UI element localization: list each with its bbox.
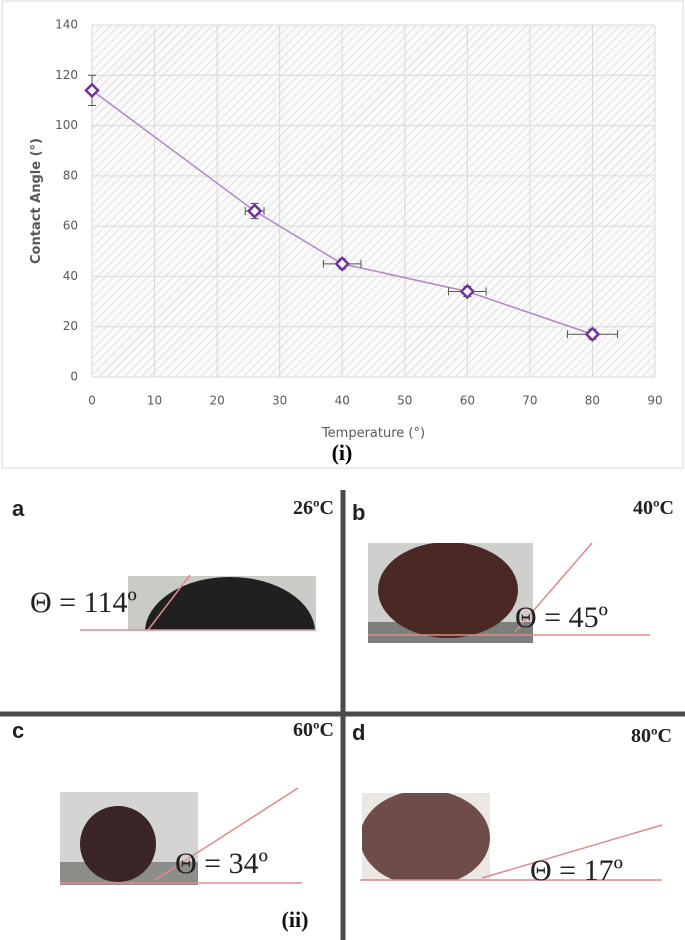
x-tick-label: 40 (335, 394, 350, 408)
angle-text: Θ = 34º (175, 847, 268, 880)
x-tick-label: 0 (88, 394, 96, 408)
panel: a 26ºC Θ = 114º (12, 496, 334, 631)
marker (584, 326, 601, 343)
caption: (ii) (282, 907, 309, 932)
marker (334, 256, 350, 272)
y-tick-label: 20 (63, 319, 78, 333)
angle-text: Θ = 45º (515, 601, 608, 634)
panel-label: b (352, 500, 365, 525)
y-tick-label: 120 (55, 68, 78, 82)
y-axis-label: Contact Angle (°) (29, 138, 44, 264)
x-tick-label: 30 (272, 394, 287, 408)
x-tick-label: 70 (522, 394, 537, 408)
angle-text: Θ = 17º (530, 854, 623, 887)
marker (459, 283, 476, 300)
temperature: 60ºC (293, 719, 334, 741)
x-tick-label: 10 (147, 394, 162, 408)
marker (246, 203, 263, 219)
y-tick-label: 100 (55, 118, 78, 132)
x-tick-label: 90 (647, 394, 662, 408)
panel-label: a (12, 496, 25, 521)
x-tick-label: 80 (585, 394, 600, 408)
panel: b 40ºC Θ = 45º (352, 497, 674, 643)
y-tick-label: 140 (55, 18, 78, 32)
x-tick-label: 60 (460, 394, 475, 408)
x-axis-label: Temperature (°) (321, 426, 425, 441)
x-tick-label: 20 (209, 394, 224, 408)
panel: c 60ºC Θ = 34º (ii) (12, 718, 334, 932)
marker (84, 82, 100, 99)
y-tick-label: 80 (63, 168, 78, 182)
y-tick-label: 40 (63, 269, 78, 283)
plot-area (92, 25, 655, 377)
y-tick-label: 0 (70, 370, 78, 384)
y-tick-label: 60 (63, 219, 78, 233)
x-tick-label: 50 (397, 394, 412, 408)
temperature: 40ºC (633, 497, 674, 519)
chart: 0 20 40 60 80 100 120 140 0 10 20 30 40 50 60 70 80 90 Tem… (29, 18, 663, 442)
panel: d 80ºC Θ = 17º (352, 720, 672, 887)
temperature: 80ºC (631, 725, 672, 747)
caption: (i) (332, 440, 353, 465)
panel-label: d (352, 720, 365, 745)
angle-text: Θ = 114º (30, 586, 137, 619)
temperature: 26ºC (293, 497, 334, 519)
panel-label: c (12, 718, 24, 743)
